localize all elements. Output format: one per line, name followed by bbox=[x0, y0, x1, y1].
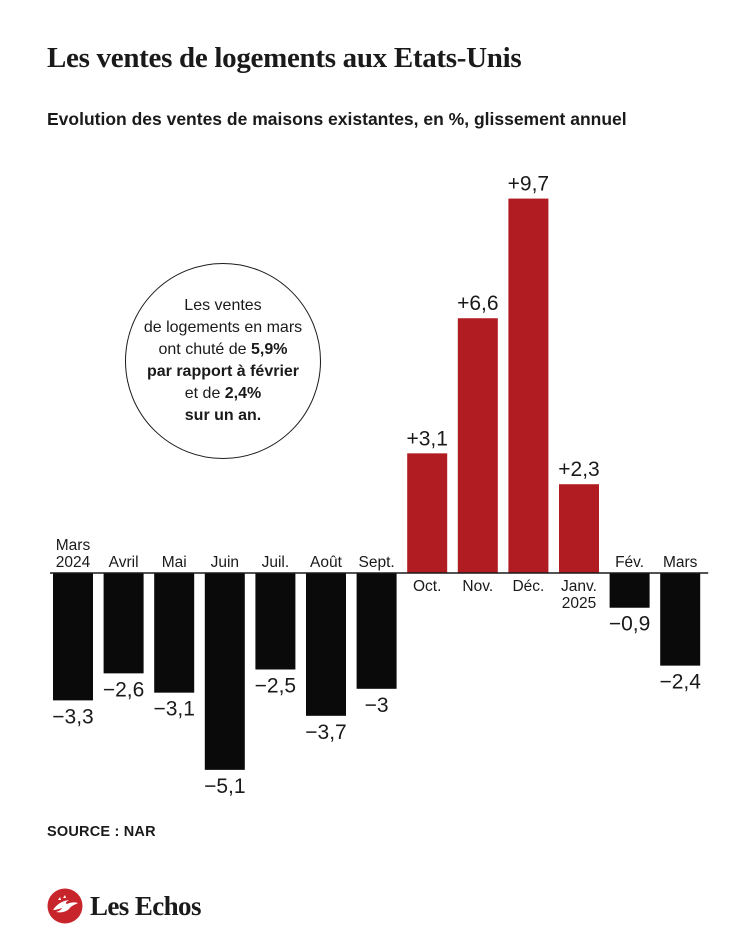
category-label-8: Nov. bbox=[462, 578, 493, 595]
value-label-8: +6,6 bbox=[457, 292, 498, 315]
category-label-4: Juil. bbox=[262, 554, 290, 571]
category-label-10: Janv. 2025 bbox=[561, 578, 597, 612]
value-label-4: −2,5 bbox=[255, 675, 296, 698]
value-label-12: −2,4 bbox=[659, 671, 701, 694]
bar-1 bbox=[103, 573, 144, 674]
category-label-11: Fév. bbox=[615, 554, 644, 571]
category-label-0: Mars 2024 bbox=[56, 537, 91, 571]
callout-line-1: Les ventes bbox=[184, 297, 262, 314]
value-label-9: +9,7 bbox=[508, 173, 549, 196]
callout-annual-drop: 2,4% bbox=[224, 385, 262, 402]
logo-wordmark: Les Echos bbox=[90, 890, 201, 921]
bar-4 bbox=[255, 573, 296, 670]
value-label-7: +3,1 bbox=[406, 427, 447, 450]
value-label-10: +2,3 bbox=[558, 458, 599, 481]
source-note: SOURCE : NAR bbox=[47, 824, 156, 840]
callout-line-2: de logements en mars bbox=[143, 319, 303, 336]
bar-2 bbox=[154, 573, 195, 693]
category-label-7: Oct. bbox=[413, 578, 441, 595]
les-echos-logo: Les Echos bbox=[47, 888, 201, 924]
bar-3 bbox=[204, 573, 245, 770]
bar-chart: −3,3 Mars 2024 −2,6 Avril −3,1 Mai −5,1 Juin −2,5… bbox=[50, 173, 709, 798]
category-label-6: Sept. bbox=[358, 554, 394, 571]
value-label-2: −3,1 bbox=[153, 698, 194, 721]
category-label-1: Avril bbox=[109, 554, 139, 571]
value-label-11: −0,9 bbox=[609, 613, 650, 636]
callout-circle: Les ventes de logements en mars ont chut… bbox=[125, 263, 321, 459]
callout-monthly-drop: 5,9% bbox=[251, 341, 288, 358]
value-label-0: −3,3 bbox=[52, 705, 93, 728]
bar-8 bbox=[457, 318, 498, 573]
bar-9 bbox=[508, 198, 549, 573]
category-label-2: Mai bbox=[162, 554, 187, 571]
bar-0 bbox=[53, 573, 93, 701]
bar-6 bbox=[356, 573, 397, 689]
value-label-5: −3,7 bbox=[305, 721, 346, 744]
callout-line-3: ont chuté de 5,9% bbox=[158, 341, 288, 358]
callout-line-6: sur un an. bbox=[184, 407, 262, 424]
value-label-1: −2,6 bbox=[103, 678, 144, 701]
callout-line-5: et de 2,4% bbox=[184, 385, 262, 402]
category-label-9: Déc. bbox=[512, 578, 544, 595]
category-label-12: Mars bbox=[663, 554, 698, 571]
category-label-5: Août bbox=[310, 554, 343, 571]
les-echos-logo-icon bbox=[47, 888, 83, 924]
bar-10 bbox=[559, 484, 599, 573]
bar-12 bbox=[660, 573, 701, 666]
bar-11 bbox=[609, 573, 650, 608]
chart-title: Les ventes de logements aux Etats-Unis bbox=[47, 42, 522, 74]
chart-subtitle: Evolution des ventes de maisons existant… bbox=[47, 109, 627, 129]
bar-5 bbox=[306, 573, 346, 716]
value-label-6: −3 bbox=[365, 694, 389, 717]
value-label-3: −5,1 bbox=[204, 775, 245, 798]
callout-line-4: par rapport à février bbox=[146, 363, 300, 380]
bar-7 bbox=[407, 453, 448, 573]
category-label-3: Juin bbox=[211, 554, 239, 571]
